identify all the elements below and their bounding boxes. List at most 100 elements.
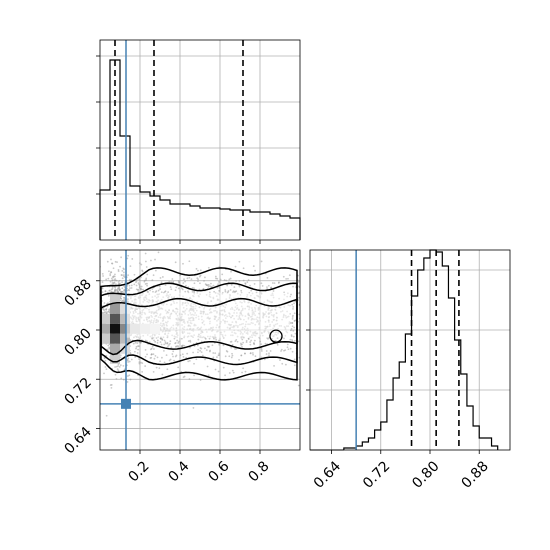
- x-tick-label: 0.2: [126, 458, 153, 485]
- density-cell: [110, 323, 120, 334]
- scatter-point: [119, 265, 121, 268]
- scatter-point: [108, 347, 111, 350]
- scatter-point: [126, 289, 129, 292]
- scatter-point: [110, 277, 113, 280]
- scatter-point: [135, 288, 138, 291]
- scatter-point: [122, 296, 125, 299]
- scatter-point: [156, 356, 159, 359]
- scatter-point: [242, 279, 245, 282]
- scatter-point: [143, 280, 146, 283]
- scatter-point: [203, 279, 205, 282]
- scatter-point: [129, 287, 131, 290]
- scatter-point: [188, 276, 191, 279]
- scatter-point: [105, 308, 107, 311]
- scatter-point: [235, 348, 237, 350]
- x-tick-label: 0.64: [311, 458, 344, 491]
- scatter-point: [291, 339, 293, 341]
- scatter-point: [226, 350, 229, 353]
- scatter-point: [119, 364, 122, 367]
- scatter-point: [172, 281, 175, 283]
- scatter-point: [229, 289, 232, 291]
- scatter-point: [131, 258, 134, 260]
- scatter-point: [111, 262, 114, 265]
- scatter-point: [214, 368, 217, 371]
- scatter-point: [135, 284, 138, 287]
- scatter-point: [181, 353, 184, 356]
- scatter-point: [114, 260, 117, 263]
- scatter-point: [294, 332, 297, 335]
- scatter-point: [181, 345, 184, 348]
- scatter-point: [218, 339, 220, 342]
- scatter-point: [292, 335, 295, 338]
- scatter-point: [126, 375, 129, 377]
- scatter-point: [114, 273, 116, 276]
- scatter-point: [154, 269, 157, 272]
- scatter-point: [206, 284, 208, 287]
- scatter-point: [117, 365, 119, 367]
- scatter-point: [196, 344, 199, 347]
- scatter-point: [132, 342, 135, 345]
- scatter-point: [174, 342, 176, 345]
- density-cell: [120, 343, 130, 354]
- scatter-point: [259, 340, 262, 343]
- scatter-point: [146, 273, 149, 276]
- scatter-point: [144, 260, 147, 263]
- scatter-point: [149, 357, 152, 359]
- density-cell: [120, 313, 130, 324]
- scatter-point: [225, 279, 228, 282]
- scatter-point: [109, 273, 112, 275]
- scatter-point: [260, 282, 263, 285]
- scatter-point: [293, 326, 296, 329]
- scatter-point: [218, 286, 221, 289]
- scatter-point: [182, 376, 185, 379]
- scatter-point: [174, 289, 177, 292]
- scatter-point: [232, 290, 235, 293]
- scatter-point: [292, 314, 294, 317]
- scatter-point: [252, 265, 255, 268]
- scatter-point: [150, 353, 153, 356]
- scatter-point: [135, 347, 137, 350]
- scatter-point: [195, 358, 198, 361]
- scatter-point: [105, 278, 108, 281]
- scatter-point: [135, 280, 138, 282]
- scatter-point: [244, 282, 247, 285]
- scatter-point: [105, 311, 108, 314]
- scatter-point: [249, 341, 252, 343]
- scatter-point: [144, 283, 147, 285]
- scatter-point: [121, 269, 124, 272]
- scatter-point: [118, 365, 121, 368]
- scatter-point: [138, 262, 141, 265]
- scatter-point: [189, 340, 192, 343]
- scatter-point: [155, 366, 158, 369]
- scatter-point: [129, 378, 132, 381]
- scatter-point: [137, 348, 140, 351]
- scatter-point: [290, 335, 293, 338]
- scatter-point: [180, 337, 183, 340]
- scatter-point: [146, 284, 148, 287]
- contour-island: [269, 329, 283, 343]
- scatter-point: [260, 343, 263, 346]
- scatter-point: [273, 282, 276, 285]
- scatter-point: [120, 291, 122, 294]
- scatter-point: [212, 284, 215, 287]
- scatter-point: [224, 290, 227, 293]
- scatter-point: [260, 350, 263, 352]
- scatter-point: [298, 296, 300, 299]
- axes-frame: [309, 249, 511, 451]
- scatter-point: [103, 311, 106, 314]
- density-layer: [100, 250, 300, 417]
- scatter-point: [165, 354, 168, 356]
- scatter-point: [291, 316, 294, 318]
- scatter-point: [109, 384, 112, 386]
- x-tick-label: 0.72: [360, 458, 393, 491]
- scatter-point: [193, 287, 195, 290]
- scatter-point: [101, 281, 104, 283]
- density-cell: [110, 303, 120, 314]
- scatter-point: [152, 290, 154, 293]
- scatter-point: [145, 279, 147, 281]
- scatter-point: [217, 283, 220, 286]
- scatter-point: [260, 356, 263, 359]
- scatter-point: [294, 339, 296, 342]
- scatter-point: [231, 354, 234, 357]
- scatter-point: [233, 286, 236, 288]
